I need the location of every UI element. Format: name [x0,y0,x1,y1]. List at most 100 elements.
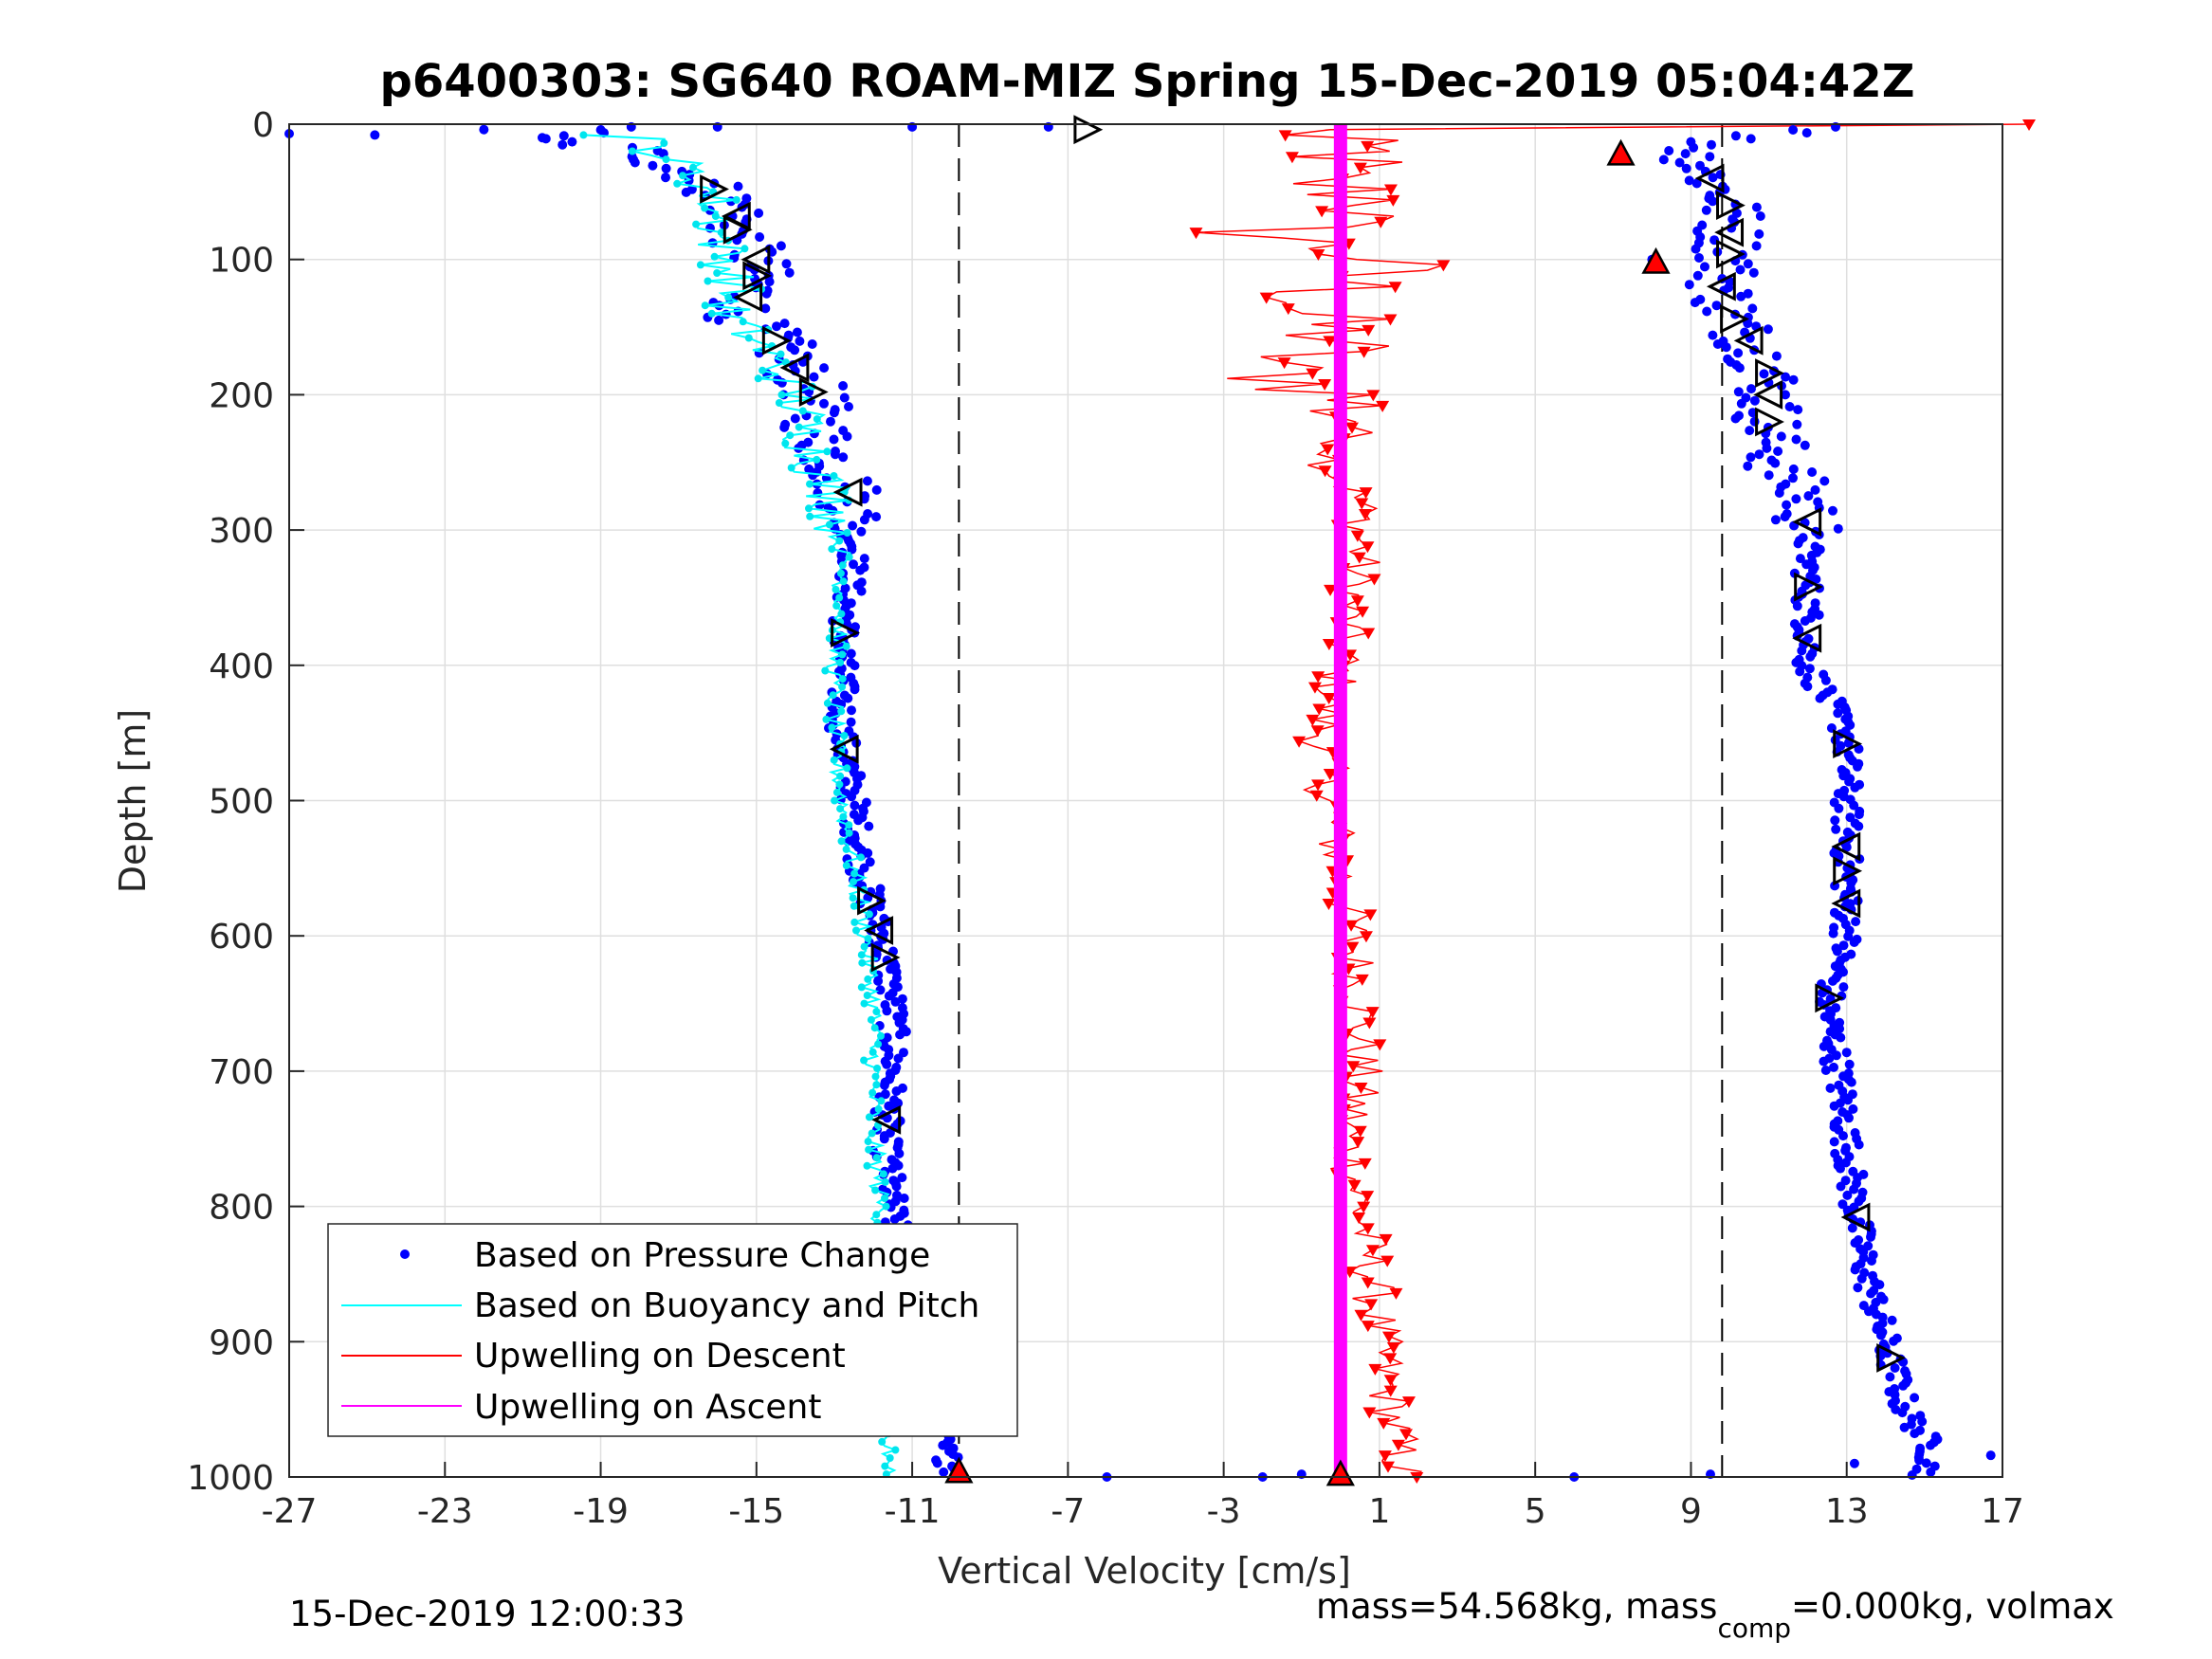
buoyancy-dot-40 [724,293,733,301]
pressure-dot-40 [776,241,786,251]
pressure-dot-235 [864,821,874,831]
x-tick-label-6: -3 [1207,1492,1241,1531]
pressure-dot-5 [567,137,577,147]
buoyancy-dot-126 [842,642,850,650]
triangle-marker-13 [864,916,894,945]
chart-title: p6400303: SG640 ROAM-MIZ Spring 15-Dec-2… [379,55,1914,108]
pressure-dot-906 [1926,1467,1936,1477]
descent-marker-64 [1318,465,1332,478]
pressure-dot-531 [1771,351,1782,361]
buoyancy-dot-224 [874,1040,883,1048]
descent-marker-238 [1362,1407,1377,1419]
triangle-marker-36 [1840,1202,1871,1232]
series-layer [284,115,2037,1486]
pressure-dot-136 [856,526,867,537]
buoyancy-dot-136 [838,683,847,691]
legend-box [327,1223,1018,1437]
pressure-dot-561 [1800,440,1810,450]
descent-marker-202 [1352,1212,1366,1225]
buoyancy-dot-232 [871,1072,880,1081]
pressure-dot-87 [838,381,849,391]
pressure-dot-538 [1781,372,1791,382]
descent-marker-34 [1281,303,1295,316]
x-tick-label-1: -23 [417,1492,473,1531]
pressure-dot-889 [1917,1416,1928,1427]
triangle-marker-19 [1716,191,1746,221]
pressure-dot-455 [1788,125,1799,135]
pressure-dot-132 [859,515,869,525]
buoyancy-dot-4 [628,147,636,155]
pressure-dot-728 [1849,938,1859,947]
pressure-dot-297 [882,1006,892,1016]
buoyancy-dot-114 [835,593,844,602]
buoyancy-dot-86 [806,480,814,488]
y-tick-label-0: 0 [252,106,274,145]
pressure-dot-835 [1867,1256,1876,1266]
pressure-dot-843 [1874,1280,1885,1290]
descent-marker-8 [1353,162,1367,174]
buoyancy-dot-94 [806,512,814,520]
buoyancy-dot-154 [830,756,838,764]
pressure-dot-181 [850,661,860,671]
pressure-dot-367 [889,1214,900,1224]
descent-marker-2 [1278,130,1292,142]
pressure-dot-502 [1735,264,1746,275]
pressure-dot-690 [1831,824,1841,834]
pressure-dot-515 [1747,303,1758,314]
pressure-dot-145 [859,554,869,564]
buoyancy-dot-70 [813,415,821,424]
buoyancy-dot-230 [873,1065,882,1072]
buoyancy-dot-234 [872,1081,881,1089]
pressure-dot-669 [1853,761,1862,772]
triangle-marker-35 [1815,983,1845,1013]
triangle-marker-18 [1694,163,1725,193]
pressure-dot-345 [894,1148,905,1158]
buoyancy-dot-226 [868,1048,877,1056]
footer-timestamp: 15-Dec-2019 12:00:33 [289,1594,685,1634]
buoyancy-dot-158 [836,772,845,780]
triangle-marker-23 [1720,304,1749,334]
buoyancy-dot-134 [838,675,847,684]
pressure-dot-687 [1830,815,1840,826]
descent-marker-86 [1324,584,1338,596]
pressure-dot-134 [848,520,858,531]
pressure-dot-147 [849,559,858,570]
triangle-marker-7 [779,353,810,383]
pressure-dot-768 [1819,1056,1829,1066]
pressure-dot-543 [1733,387,1744,397]
pressure-dot-620 [1800,616,1810,626]
descent-marker-6 [1285,152,1299,164]
pressure-dot-852 [1864,1306,1874,1317]
descent-marker-20 [1189,228,1203,240]
pressure-dot-535 [1734,363,1745,374]
pressure-dot-569 [1788,464,1799,474]
pressure-dot-674 [1844,776,1855,787]
pressure-dot-558 [1776,431,1786,442]
descent-marker-38 [1362,324,1376,337]
pressure-outlier-3 [537,133,547,143]
pressure-dot-781 [1843,1095,1853,1105]
buoyancy-dot-264 [882,1202,890,1211]
pressure-dot-22 [681,187,691,197]
descent-marker-84 [1367,574,1381,586]
descent-marker-204 [1361,1223,1375,1235]
pressure-dot-466 [1674,157,1685,168]
pressure-dot-576 [1810,484,1820,495]
pressure-dot-340 [879,1134,889,1144]
pressure-dot-46 [781,259,792,269]
buoyancy-dot-18 [701,204,709,212]
x-tick-label-4: -11 [885,1492,941,1531]
pressure-dot-52 [764,277,775,287]
pressure-dot-292 [884,991,894,1001]
pressure-dot-99 [826,416,835,427]
buoyancy-dot-44 [707,309,716,318]
buoyancy-dot-188 [849,894,857,902]
buoyancy-dot-32 [696,261,704,269]
triangle-marker-9 [832,477,863,507]
descent-marker-42 [1357,346,1371,358]
pressure-outlier-1 [370,130,380,140]
pressure-dot-65 [714,315,724,325]
y-axis: 0 100 200 300 400 500 600 700 800 900 1000 [187,106,304,1498]
legend-item-pressure: Based on Pressure Change [400,1236,930,1275]
buoyancy-dot-82 [787,464,795,472]
